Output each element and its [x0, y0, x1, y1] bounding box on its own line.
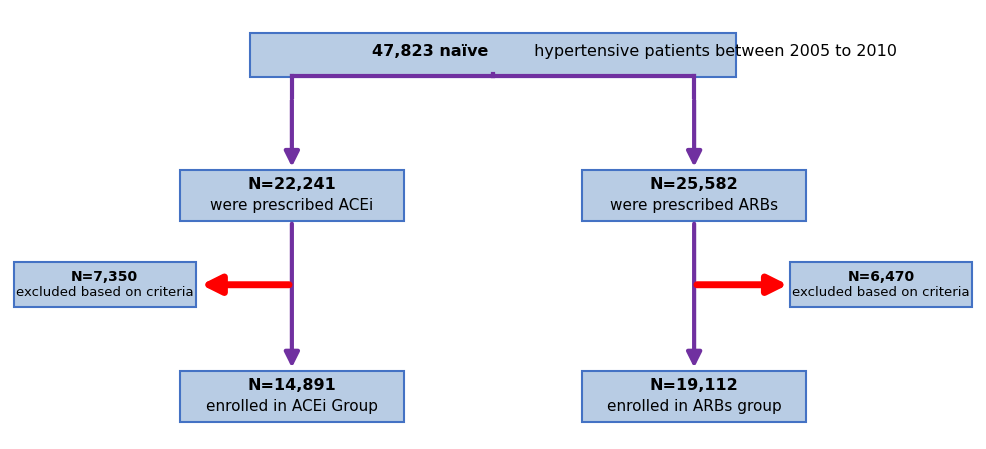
Text: N=19,112: N=19,112 [650, 378, 739, 392]
FancyBboxPatch shape [14, 262, 196, 307]
Text: hypertensive patients between 2005 to 2010: hypertensive patients between 2005 to 20… [488, 44, 897, 59]
FancyBboxPatch shape [582, 170, 807, 221]
Text: 47,823 naïve: 47,823 naïve [372, 44, 488, 59]
FancyBboxPatch shape [790, 262, 972, 307]
Text: were prescribed ARBs: were prescribed ARBs [610, 198, 778, 213]
Text: excluded based on criteria: excluded based on criteria [793, 286, 970, 299]
Text: excluded based on criteria: excluded based on criteria [16, 286, 193, 299]
FancyBboxPatch shape [582, 370, 807, 422]
Text: N=6,470: N=6,470 [848, 270, 915, 284]
Text: N=14,891: N=14,891 [247, 378, 336, 392]
Text: N=22,241: N=22,241 [247, 177, 336, 192]
Text: enrolled in ARBs group: enrolled in ARBs group [606, 399, 782, 414]
Text: N=25,582: N=25,582 [650, 177, 739, 192]
Text: were prescribed ACEi: were prescribed ACEi [210, 198, 374, 213]
Text: N=7,350: N=7,350 [71, 270, 138, 284]
FancyBboxPatch shape [179, 370, 404, 422]
FancyBboxPatch shape [249, 33, 737, 77]
Text: enrolled in ACEi Group: enrolled in ACEi Group [206, 399, 378, 414]
FancyBboxPatch shape [179, 170, 404, 221]
